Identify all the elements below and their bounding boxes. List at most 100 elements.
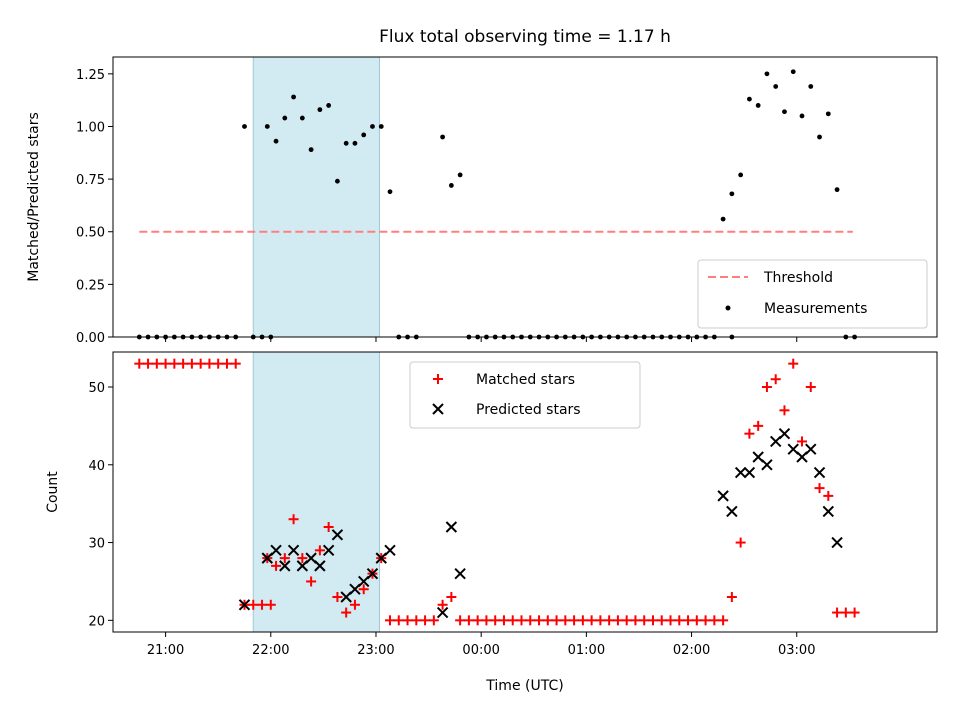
ratio-y-tick-label: 0.25 (76, 278, 105, 293)
x-tick-label: 03:00 (778, 643, 815, 658)
matched-star-marker (143, 358, 154, 369)
measurement-point (799, 113, 805, 119)
matched-star-marker (420, 615, 431, 626)
count-y-tick-label: 20 (88, 614, 105, 629)
matched-star-marker (551, 615, 562, 626)
measurement-point (335, 178, 340, 184)
matched-star-marker (569, 615, 580, 626)
matched-star-marker (525, 615, 536, 626)
matched-star-marker (726, 592, 737, 602)
matched-star-marker (257, 599, 268, 610)
count-y-tick-label: 40 (88, 459, 105, 474)
predicted-star-marker (445, 521, 458, 533)
count-axes-frame (112, 351, 938, 633)
matched-star-marker (195, 358, 206, 369)
matched-star-marker (446, 592, 457, 602)
matched-star-marker (306, 576, 317, 587)
ratio-y-tick-label: 1.25 (76, 68, 105, 83)
matched-star-marker (230, 358, 241, 369)
measurement-point (738, 172, 744, 178)
matched-star-marker (323, 522, 334, 532)
measurement-point (773, 84, 779, 89)
count-legend: Matched stars Predicted stars (409, 361, 641, 429)
measurement-point (387, 189, 393, 195)
measurement-point (817, 134, 822, 140)
matched-star-marker (178, 358, 189, 369)
ratio-y-tick-label: 0.50 (76, 226, 105, 241)
matched-star-marker (753, 420, 764, 431)
matched-star-marker (297, 553, 308, 564)
measurement-point (790, 69, 796, 75)
matched-star-marker (314, 545, 325, 556)
x-tick-label: 01:00 (568, 643, 605, 658)
matched-star-marker (832, 607, 843, 618)
matched-star-marker (160, 358, 171, 369)
predicted-star-marker (805, 443, 817, 455)
matched-star-marker (604, 615, 615, 626)
matched-star-marker (481, 615, 492, 626)
matched-star-marker (560, 615, 571, 626)
legend-matched-label: Matched stars (476, 372, 575, 388)
measurement-point (361, 132, 367, 138)
predicted-star-marker (734, 466, 747, 479)
matched-star-marker (279, 553, 290, 564)
x-axis-label: Time (UTC) (485, 678, 563, 694)
predicted-star-marker (279, 560, 291, 572)
ratio-y-tick-label: 0.00 (76, 331, 105, 346)
matched-star-marker (630, 615, 641, 626)
predicted-star-marker (743, 466, 756, 479)
measurement-point (440, 134, 445, 140)
measurement-point (720, 216, 726, 222)
matched-star-marker (341, 607, 352, 618)
measurement-point (352, 140, 358, 146)
measurement-point (273, 138, 279, 144)
ratio-y-tick-label: 1.00 (76, 120, 105, 135)
x-tick-label: 23:00 (357, 643, 394, 658)
count-panel: 20 30 40 50 21:00 22:00 23:00 00:00 01:00 02:00 0… (45, 351, 938, 694)
matched-star-marker (393, 615, 404, 626)
legend-x-glyph (432, 403, 444, 415)
x-tick-label: 02:00 (673, 643, 710, 658)
matched-star-marker (691, 615, 702, 626)
matched-star-marker (385, 615, 396, 626)
measurement-point (782, 109, 787, 115)
matched-star-marker (823, 490, 834, 501)
matched-star-marker (507, 615, 518, 626)
matched-star-marker (849, 607, 860, 618)
predicted-stars-points (238, 427, 843, 619)
matched-star-marker (248, 599, 259, 610)
predicted-star-marker (287, 544, 300, 557)
matched-star-marker (472, 615, 483, 626)
measurement-point (378, 124, 384, 129)
predicted-star-marker (436, 606, 449, 619)
matched-star-marker (204, 358, 215, 369)
measurement-point (808, 84, 814, 89)
matched-star-marker (288, 514, 299, 525)
count-y-axis-label: Count (45, 471, 61, 513)
matched-star-marker (358, 584, 369, 595)
predicted-star-marker (822, 505, 835, 518)
measurement-point (317, 107, 323, 113)
ratio-y-axis-label: Matched/Predicted stars (26, 112, 42, 282)
x-tick-label: 21:00 (147, 643, 184, 658)
matched-star-marker (612, 615, 623, 626)
measurement-point (326, 103, 332, 108)
matched-star-marker (647, 615, 658, 626)
matched-star-marker (621, 615, 632, 626)
matched-star-marker (151, 358, 162, 369)
count-legend-box (409, 361, 641, 429)
measurement-point (834, 187, 840, 193)
legend-predicted-swatch (432, 403, 444, 415)
matched-star-marker (542, 615, 553, 626)
matched-star-marker (332, 592, 343, 602)
ratio-y-ticks: 0.00 0.25 0.50 0.75 1.00 1.25 (76, 68, 113, 346)
x-tick-label: 00:00 (462, 643, 499, 658)
matched-star-marker (411, 615, 422, 626)
matched-star-marker (455, 615, 466, 626)
legend-threshold-label: Threshold (763, 270, 833, 286)
matched-star-marker (516, 615, 527, 626)
measurement-point (308, 147, 314, 153)
matched-star-marker (797, 436, 808, 447)
predicted-star-marker (717, 490, 729, 502)
matched-star-marker (490, 615, 501, 626)
